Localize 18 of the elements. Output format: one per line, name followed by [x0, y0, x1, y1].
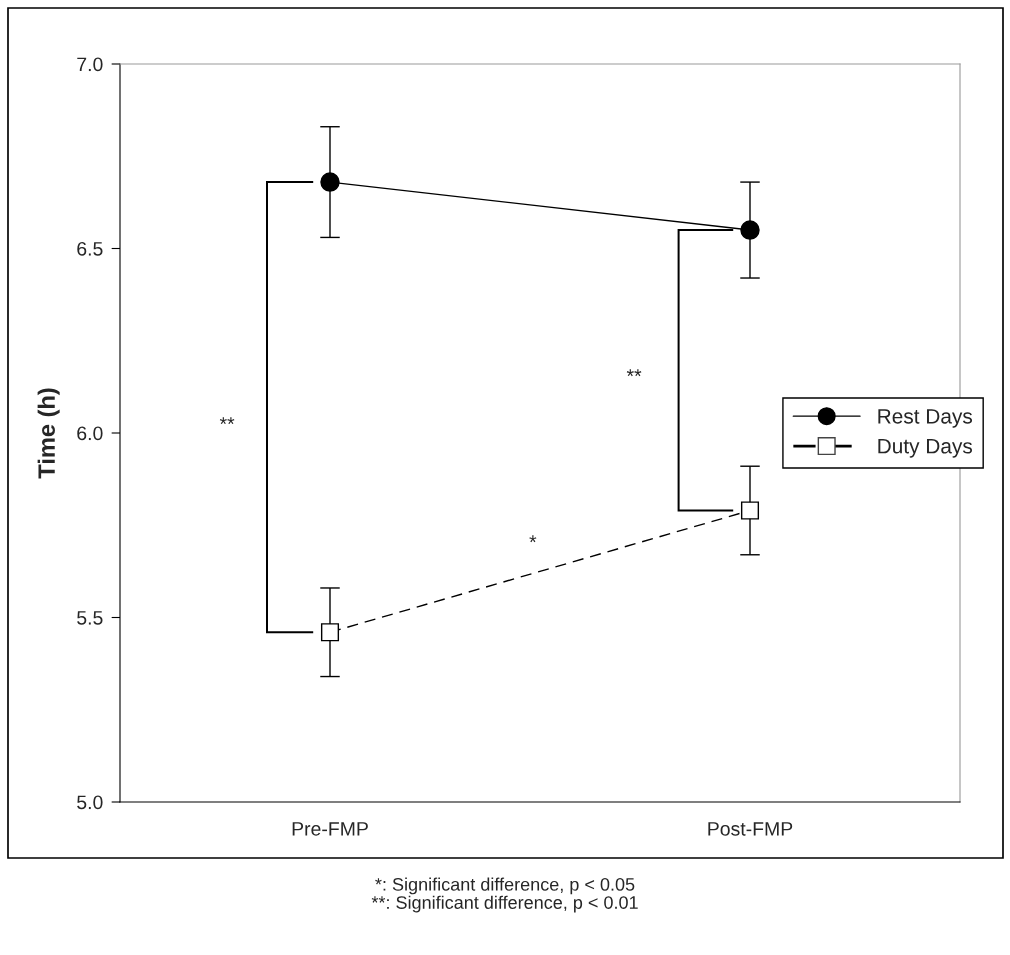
legend-label: Duty Days — [878, 438, 973, 458]
point — [320, 623, 340, 642]
legend-label: Rest Days — [878, 409, 973, 428]
y-tick-label: 5.5 — [77, 611, 103, 625]
y-tick-label: 5.0 — [77, 795, 103, 810]
x-tick-label: Pre-FMP — [292, 822, 368, 836]
y-tick-label: 7.0 — [77, 57, 103, 72]
point — [740, 220, 760, 240]
y-tick-label: 6.0 — [77, 426, 103, 441]
point — [740, 501, 760, 520]
annotation: ** — [626, 369, 642, 377]
text: *: Significant difference, p < 0.05 **: Significant difference, p < 0.01 — [371, 877, 638, 913]
y-tick-label: 6.5 — [77, 241, 103, 256]
annotation: * — [529, 535, 537, 543]
y-axis-title: Time (h) — [37, 388, 60, 479]
annotation: ** — [219, 417, 235, 425]
x-tick-label: Post-FMP — [708, 822, 793, 836]
point — [320, 172, 340, 192]
